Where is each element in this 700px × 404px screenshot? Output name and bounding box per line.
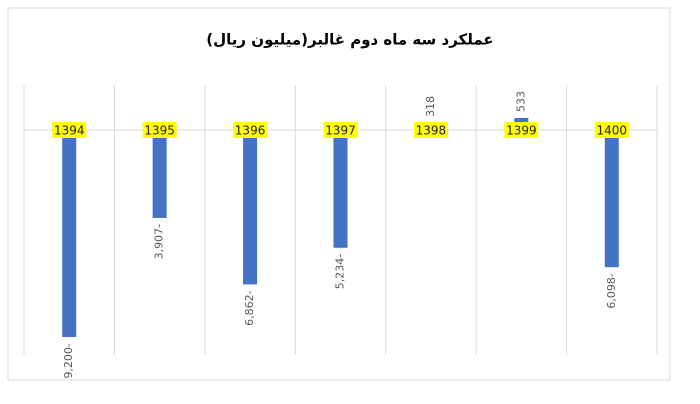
bar	[152, 130, 167, 218]
category-highlight	[323, 122, 358, 138]
category-highlight	[233, 122, 268, 138]
bar	[62, 130, 77, 337]
value-label: 9,200-	[62, 343, 75, 378]
category-highlight	[413, 122, 448, 138]
bar	[333, 130, 348, 248]
x-tick-label: 1398	[416, 124, 447, 138]
chart-title: عملکرد سه ماه دوم غالبر(میلیون ریال)	[206, 31, 493, 49]
value-label: 5,234-	[334, 254, 347, 289]
value-label: 533	[514, 91, 527, 112]
category-highlight	[504, 122, 539, 138]
x-tick-label: 1400	[597, 124, 628, 138]
x-tick-label: 1396	[235, 124, 266, 138]
x-tick-label: 1399	[506, 124, 537, 138]
value-label: 3,907-	[153, 224, 166, 259]
x-tick-label: 1394	[54, 124, 85, 138]
value-label: 6,098-	[605, 273, 618, 308]
x-tick-label: 1397	[325, 124, 356, 138]
category-highlight	[594, 122, 629, 138]
x-tick-label: 1395	[144, 124, 175, 138]
value-label: 318	[424, 96, 437, 117]
value-label: 6,862-	[243, 290, 256, 325]
category-highlight	[52, 122, 87, 138]
bar	[604, 130, 619, 268]
category-highlight	[142, 122, 177, 138]
bar	[243, 130, 258, 285]
